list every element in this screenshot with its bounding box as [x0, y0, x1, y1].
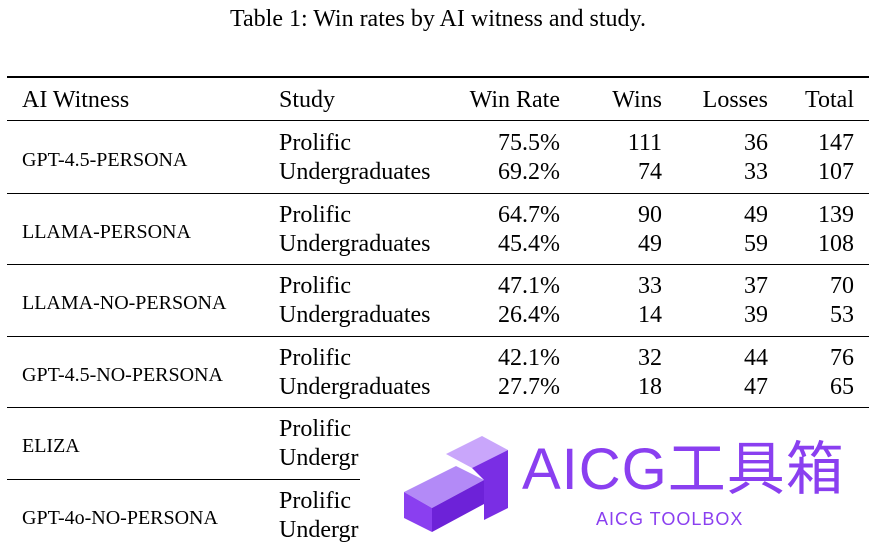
win-rate-cell: 47.1%	[498, 273, 560, 300]
header-study: Study	[279, 87, 336, 113]
wins-cell: 90	[638, 201, 662, 228]
losses-cell: 49	[744, 201, 768, 228]
study-cell: Undergraduates	[279, 159, 431, 185]
win-rate-cell: 69.2%	[498, 159, 560, 185]
witness-label: LLAMA-PERSONA	[22, 220, 191, 243]
header-losses: Losses	[702, 87, 768, 113]
wins-cell: 32	[638, 344, 662, 371]
watermark-subtitle: AICG TOOLBOX	[596, 509, 744, 529]
header-rule	[7, 120, 869, 121]
header-total: Total	[805, 87, 854, 113]
wins-cell: 74	[638, 159, 662, 185]
wins-cell: 111	[627, 130, 662, 156]
top-rule	[7, 76, 869, 78]
wins-cell: 14	[638, 302, 662, 329]
table-caption: Table 1: Win rates by AI witness and stu…	[230, 6, 646, 32]
witness-label: GPT-4.5-NO-PERSONA	[22, 363, 223, 386]
losses-cell: 33	[744, 159, 768, 185]
total-cell: 108	[818, 230, 854, 257]
header-win-rate: Win Rate	[469, 87, 560, 113]
study-cell: Undergr	[279, 517, 359, 543]
total-cell: 70	[830, 273, 854, 300]
total-cell: 76	[830, 344, 854, 371]
wins-cell: 49	[638, 230, 662, 257]
header-wins: Wins	[612, 87, 662, 113]
losses-cell: 37	[744, 273, 768, 300]
losses-cell: 59	[744, 230, 768, 257]
study-cell: Prolific	[279, 130, 351, 156]
group-divider	[7, 335, 869, 337]
total-cell: 53	[830, 302, 854, 329]
watermark-title: AICG工具箱	[522, 437, 845, 502]
study-cell: Undergraduates	[279, 230, 431, 257]
total-cell: 147	[818, 130, 854, 156]
study-cell: Prolific	[279, 273, 351, 300]
study-cell: Prolific	[279, 201, 351, 228]
win-rate-cell: 64.7%	[498, 201, 560, 228]
watermark: AICG工具箱 AICG TOOLBOX	[360, 408, 876, 552]
losses-cell: 47	[744, 373, 768, 400]
group-divider	[7, 407, 869, 409]
study-cell: Undergraduates	[279, 302, 431, 329]
toolbox-logo-icon	[404, 436, 508, 532]
win-rate-cell: 75.5%	[498, 130, 560, 156]
wins-cell: 18	[638, 373, 662, 400]
win-rate-cell: 27.7%	[498, 373, 560, 400]
group-divider	[7, 264, 869, 266]
study-cell: Undergr	[279, 445, 359, 472]
total-cell: 65	[830, 373, 854, 400]
total-cell: 139	[818, 201, 854, 228]
witness-label: GPT-4.5-PERSONA	[22, 149, 188, 171]
losses-cell: 39	[744, 302, 768, 329]
witness-label: LLAMA-NO-PERSONA	[22, 292, 227, 315]
study-cell: Prolific	[279, 416, 351, 443]
win-rate-cell: 26.4%	[498, 302, 560, 329]
study-cell: Undergraduates	[279, 373, 431, 400]
win-rate-cell: 45.4%	[498, 230, 560, 257]
total-cell: 107	[818, 159, 854, 185]
witness-label: ELIZA	[22, 435, 80, 458]
losses-cell: 44	[744, 344, 768, 371]
header-ai-witness: AI Witness	[22, 87, 130, 113]
wins-cell: 33	[638, 273, 662, 300]
win-rate-cell: 42.1%	[498, 344, 560, 371]
witness-label: GPT-4o-NO-PERSONA	[22, 507, 218, 529]
study-cell: Prolific	[279, 488, 351, 514]
study-cell: Prolific	[279, 344, 351, 371]
losses-cell: 36	[744, 130, 768, 156]
group-divider	[7, 192, 869, 194]
